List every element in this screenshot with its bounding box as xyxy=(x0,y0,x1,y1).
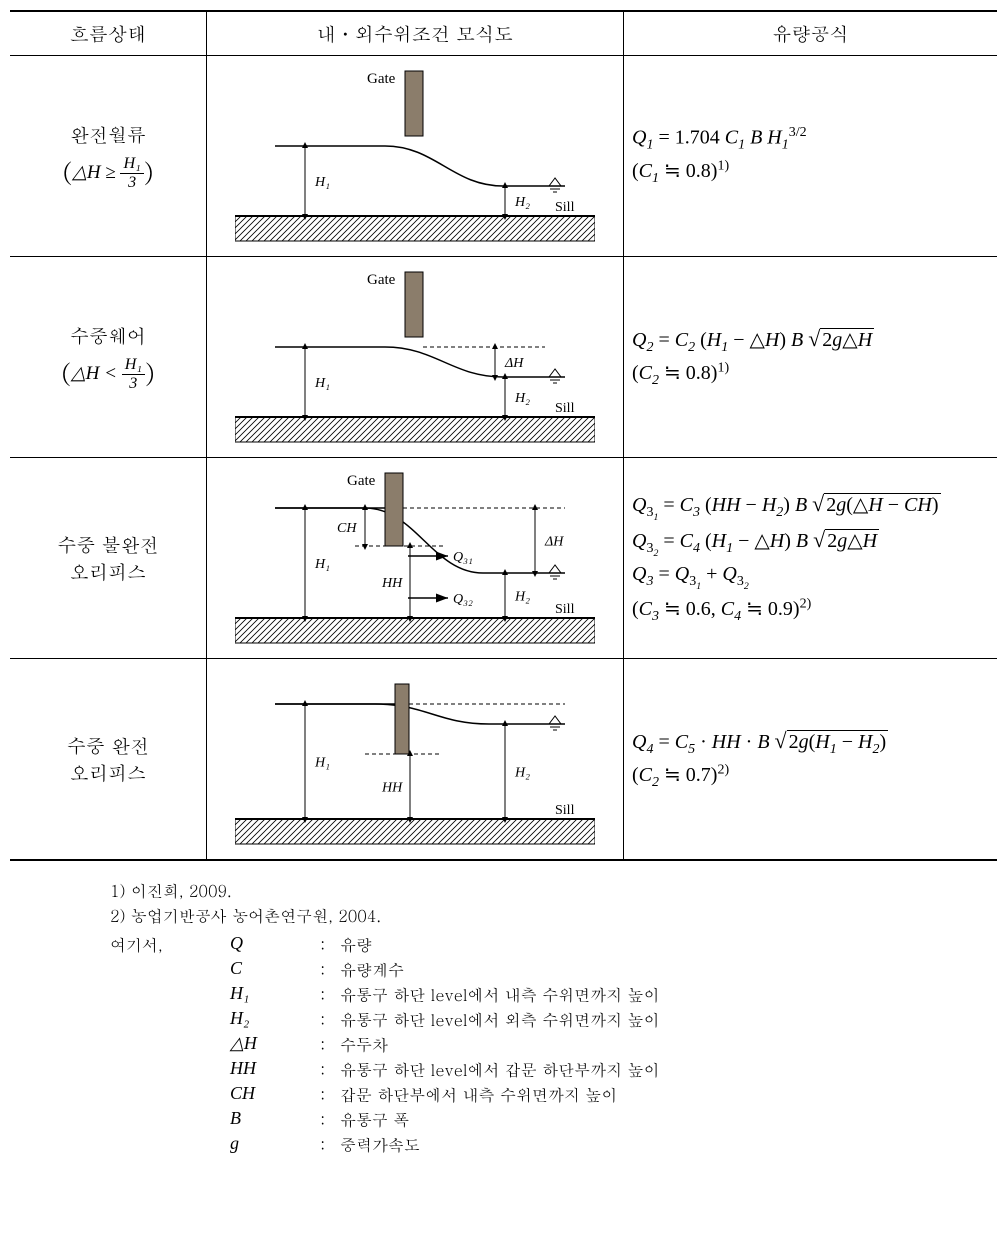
legend-row: g:중력가속도 xyxy=(110,1133,997,1156)
formula-line: Q1 = 1.704 C1 B H13/2 xyxy=(632,125,989,154)
table-row: 수중 완전오리피스 Sill H₁ H₂ HH Q4 = C5 · HH · B 2g(H… xyxy=(10,659,997,861)
flow-state-cell: 수중 불완전오리피스 xyxy=(10,458,207,659)
formula-line: (C2 ≒ 0.7)2) xyxy=(632,762,989,791)
legend-desc: 유량계수 xyxy=(340,958,997,981)
legend-symbol: △H xyxy=(230,1033,320,1056)
formula-cell: Q4 = C5 · HH · B 2g(H1 − H2) (C2 ≒ 0.7)2) xyxy=(624,659,998,861)
flow-formula-table: 흐름상태 내ㆍ외수위조건 모식도 유량공식 완전월류(△H ≥ H₁3)Sill… xyxy=(10,10,997,861)
diagram-cell: Sill Gate H₁ H₂ ΔH HH CH Q₃₁ Q₃₂ xyxy=(207,458,624,659)
svg-text:H₁: H₁ xyxy=(314,175,330,190)
formula-line: Q32 = C4 (H1 − △H) B 2g△H xyxy=(632,527,989,559)
state-name: 수중 불완전오리피스 xyxy=(18,531,198,585)
legend-symbol: HH xyxy=(230,1058,320,1081)
legend-symbol: CH xyxy=(230,1083,320,1106)
svg-text:ΔH: ΔH xyxy=(504,356,524,371)
svg-text:Gate: Gate xyxy=(367,71,396,87)
state-name: 완전월류 xyxy=(18,121,198,148)
table-row: 수중웨어 (△H < H₁3) Sill Gate H₁ H₂ ΔH Q2 = C2 (H1 … xyxy=(10,257,997,458)
legend-row: △H:수두차 xyxy=(110,1033,997,1056)
svg-text:HH: HH xyxy=(381,781,403,796)
state-name: 수중 완전오리피스 xyxy=(18,732,198,786)
diagram-cell: Sill H₁ H₂ HH xyxy=(207,659,624,861)
table-row: 완전월류 (△H ≥ H₁3) Sill Gate H₁ H₂ Q1 = 1.704 C1 … xyxy=(10,56,997,257)
legend-desc: 유통구 하단 level에서 갑문 하단부까지 높이 xyxy=(340,1058,997,1081)
table-row: 수중 불완전오리피스 Sill Gate H₁ H₂ ΔH HH CH Q₃₁ Q₃₂ Q31 = … xyxy=(10,458,997,659)
state-name: 수중웨어 xyxy=(18,322,198,349)
legend-desc: 유통구 하단 level에서 내측 수위면까지 높이 xyxy=(340,983,997,1006)
formula-line: (C3 ≒ 0.6, C4 ≒ 0.9)2) xyxy=(632,596,989,625)
legend-row: CH:갑문 하단부에서 내측 수위면까지 높이 xyxy=(110,1083,997,1106)
flow-state-cell: 완전월류 (△H ≥ H₁3) xyxy=(10,56,207,257)
where-label: 여기서, xyxy=(110,933,230,956)
legend-desc: 유통구 폭 xyxy=(340,1108,997,1131)
legend: 여기서, Q : 유량 C:유량계수H₁:유통구 하단 level에서 내측 수… xyxy=(110,933,997,1156)
diagram-cell: Sill Gate H₁ H₂ xyxy=(207,56,624,257)
diagram-cell: Sill Gate H₁ H₂ ΔH xyxy=(207,257,624,458)
svg-text:H₂: H₂ xyxy=(514,195,530,210)
formula-cell: Q1 = 1.704 C1 B H13/2 (C1 ≒ 0.8)1) xyxy=(624,56,998,257)
formula-line: (C1 ≒ 0.8)1) xyxy=(632,158,989,187)
legend-symbol: B xyxy=(230,1108,320,1131)
formula-cell: Q2 = C2 (H1 − △H) B 2g△H (C2 ≒ 0.8)1) xyxy=(624,257,998,458)
svg-text:H₁: H₁ xyxy=(314,756,330,771)
legend-desc: 중력가속도 xyxy=(340,1133,997,1156)
svg-text:Gate: Gate xyxy=(347,473,376,489)
legend-row: H₂:유통구 하단 level에서 외측 수위면까지 높이 xyxy=(110,1008,997,1031)
header-col3: 유량공식 xyxy=(624,11,998,56)
state-condition: (△H < H₁3) xyxy=(18,355,198,392)
flow-state-cell: 수중웨어 (△H < H₁3) xyxy=(10,257,207,458)
legend-colon: : xyxy=(320,933,340,956)
svg-text:H₁: H₁ xyxy=(314,557,330,572)
formula-line: Q31 = C3 (HH − H2) B 2g(△H − CH) xyxy=(632,491,989,523)
svg-text:H₂: H₂ xyxy=(514,766,530,781)
svg-text:Sill: Sill xyxy=(555,803,575,818)
legend-desc: 유량 xyxy=(340,933,997,956)
formula-line: Q4 = C5 · HH · B 2g(H1 − H2) xyxy=(632,728,989,758)
header-col1: 흐름상태 xyxy=(10,11,207,56)
legend-row: H₁:유통구 하단 level에서 내측 수위면까지 높이 xyxy=(110,983,997,1006)
legend-desc: 유통구 하단 level에서 외측 수위면까지 높이 xyxy=(340,1008,997,1031)
legend-row: B:유통구 폭 xyxy=(110,1108,997,1131)
legend-row: HH:유통구 하단 level에서 갑문 하단부까지 높이 xyxy=(110,1058,997,1081)
svg-text:Sill: Sill xyxy=(555,401,575,416)
legend-symbol: g xyxy=(230,1133,320,1156)
formula-line: Q3 = Q31 + Q32 xyxy=(632,563,989,592)
formula-line: (C2 ≒ 0.8)1) xyxy=(632,360,989,389)
formula-cell: Q31 = C3 (HH − H2) B 2g(△H − CH) Q32 = C4… xyxy=(624,458,998,659)
svg-text:H₁: H₁ xyxy=(314,376,330,391)
svg-text:ΔH: ΔH xyxy=(544,535,564,550)
legend-desc: 갑문 하단부에서 내측 수위면까지 높이 xyxy=(340,1083,997,1106)
svg-text:H₂: H₂ xyxy=(514,391,530,406)
svg-text:Sill: Sill xyxy=(555,200,575,215)
ref2: 2) 농업기반공사 농어촌연구원, 2004. xyxy=(110,904,997,927)
legend-symbol: Q xyxy=(230,933,320,956)
svg-text:Q₃₁: Q₃₁ xyxy=(453,550,473,565)
legend-symbol: C xyxy=(230,958,320,981)
legend-symbol: H₁ xyxy=(230,983,320,1006)
legend-symbol: H₂ xyxy=(230,1008,320,1031)
legend-desc: 수두차 xyxy=(340,1033,997,1056)
svg-text:HH: HH xyxy=(381,576,403,591)
footnotes: 1) 이진희, 2009. 2) 농업기반공사 농어촌연구원, 2004. 여기… xyxy=(110,879,997,1156)
svg-text:H₂: H₂ xyxy=(514,590,530,605)
flow-state-cell: 수중 완전오리피스 xyxy=(10,659,207,861)
svg-text:Gate: Gate xyxy=(367,272,396,288)
svg-text:Q₃₂: Q₃₂ xyxy=(453,592,473,607)
header-col2: 내ㆍ외수위조건 모식도 xyxy=(207,11,624,56)
header-row: 흐름상태 내ㆍ외수위조건 모식도 유량공식 xyxy=(10,11,997,56)
formula-line: Q2 = C2 (H1 − △H) B 2g△H xyxy=(632,326,989,356)
legend-row: C:유량계수 xyxy=(110,958,997,981)
svg-text:CH: CH xyxy=(337,521,357,536)
ref1: 1) 이진희, 2009. xyxy=(110,879,997,902)
svg-text:Sill: Sill xyxy=(555,602,575,617)
state-condition: (△H ≥ H₁3) xyxy=(18,154,198,191)
